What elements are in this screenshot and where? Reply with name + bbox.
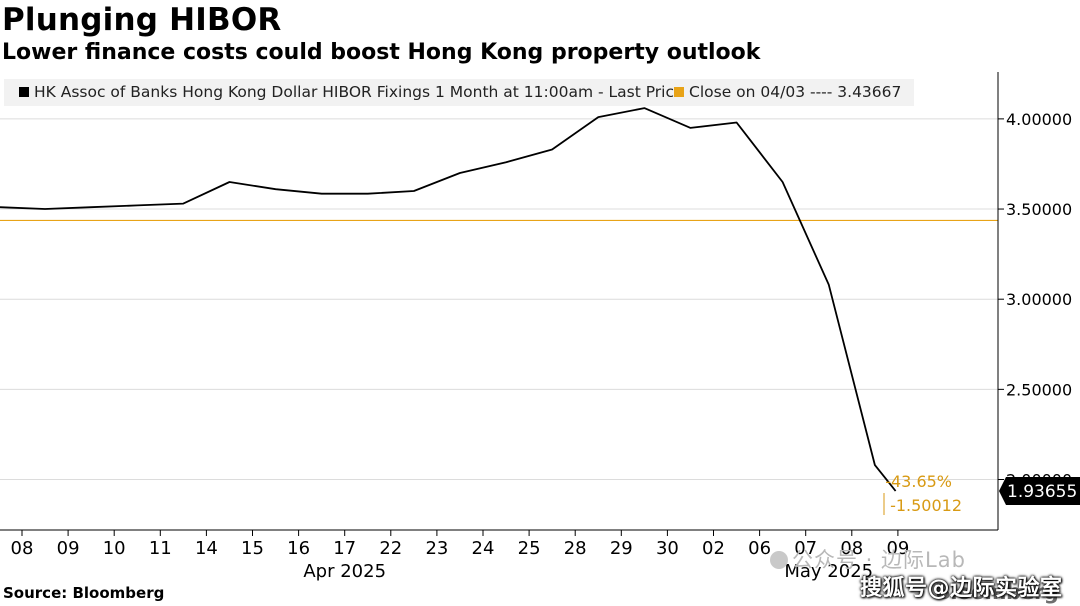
change-annotations: -43.65% -1.50012 xyxy=(883,472,962,515)
x-tick-label: 08 xyxy=(840,538,863,559)
x-tick-label: 30 xyxy=(656,538,679,559)
pct-change-label: -43.65% xyxy=(885,472,952,491)
x-tick-label: 10 xyxy=(103,538,126,559)
legend-label-series: HK Assoc of Banks Hong Kong Dollar HIBOR… xyxy=(34,83,684,101)
gridlines xyxy=(0,118,998,481)
x-tick-label: 07 xyxy=(794,538,817,559)
chart-title: Plunging HIBOR xyxy=(2,2,282,38)
last-value-badge-shape xyxy=(999,476,1080,505)
x-tick-label: 23 xyxy=(425,538,448,559)
watermark-top: 公众号 · 边际Lab xyxy=(770,544,966,574)
legend-swatch-close xyxy=(674,87,684,97)
x-tick-label: 22 xyxy=(379,538,402,559)
x-axis-ticks: 08 09 10 11 14 15 16 17 22 23 24 25 28 29 30 02 06 07 08 09… xyxy=(11,530,909,582)
chart-subtitle: Lower finance costs could boost Hong Kon… xyxy=(2,40,761,65)
abs-change-label: -1.50012 xyxy=(890,496,962,515)
brand-logo: Bloomberg xyxy=(935,580,1059,604)
x-month-label: May 2025 xyxy=(784,561,873,582)
x-tick-label: 16 xyxy=(287,538,310,559)
y-tick-label: 3.50000 xyxy=(1006,200,1072,219)
last-value-label: 1.93655 xyxy=(1007,482,1077,502)
wechat-icon xyxy=(770,551,788,569)
x-tick-label: 29 xyxy=(610,538,633,559)
watermark-top-text: 公众号 · 边际Lab xyxy=(792,548,966,572)
x-tick-label: 14 xyxy=(195,538,218,559)
x-tick-label: 11 xyxy=(149,538,172,559)
legend: HK Assoc of Banks Hong Kong Dollar HIBOR… xyxy=(4,79,914,106)
y-tick-label: 4.00000 xyxy=(1006,110,1072,129)
last-value-badge: 1.93655 xyxy=(999,476,1080,505)
x-tick-label: 17 xyxy=(333,538,356,559)
x-tick-label: 08 xyxy=(11,538,34,559)
legend-label-close: Close on 04/03 ---- 3.43667 xyxy=(689,83,901,101)
legend-background xyxy=(4,79,914,106)
x-tick-label: 25 xyxy=(518,538,541,559)
x-month-label: Apr 2025 xyxy=(303,561,386,582)
x-tick-label: 06 xyxy=(748,538,771,559)
legend-swatch-series xyxy=(19,87,29,97)
y-tick-label: 2.50000 xyxy=(1006,380,1072,399)
source-note: Source: Bloomberg xyxy=(3,584,165,602)
x-tick-label: 15 xyxy=(241,538,264,559)
x-tick-label: 09 xyxy=(57,538,80,559)
watermark-bottom: 搜狐号@边际实验室 xyxy=(860,576,1063,601)
x-tick-label: 24 xyxy=(472,538,495,559)
x-tick-label: 09 xyxy=(886,538,909,559)
series-line-hibor xyxy=(0,107,897,492)
y-tick-label: 3.00000 xyxy=(1006,290,1072,309)
x-tick-label: 02 xyxy=(702,538,725,559)
x-tick-label: 28 xyxy=(564,538,587,559)
